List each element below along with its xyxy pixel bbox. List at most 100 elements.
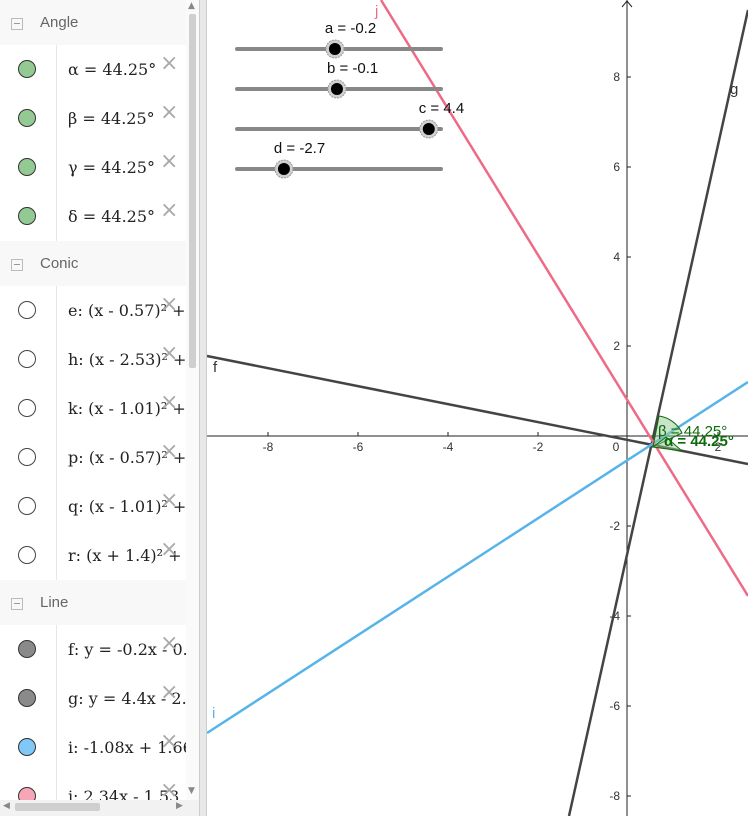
x-tick-label: -2 [533,440,544,454]
item-marble-column [56,192,57,241]
item-definition[interactable]: α = 44.25° [68,60,157,79]
item-marble-column [56,531,57,580]
slider-knob[interactable] [328,43,341,55]
scroll-right-arrow-icon[interactable]: ▶ [176,801,183,811]
slider-knob[interactable] [277,163,290,175]
y-tick-label: -2 [609,519,620,533]
delete-icon[interactable]: × [160,341,179,366]
slider[interactable]: b = -0.1 [235,60,443,99]
angle-markers: β = 44.25° α = 44.25° [651,415,734,452]
item-marble-column [56,94,57,143]
scroll-up-arrow-icon[interactable]: ▲ [188,1,195,11]
delete-icon[interactable]: × [160,149,179,174]
visibility-toggle-icon[interactable] [18,640,36,658]
slider-label: a = -0.2 [325,20,376,37]
item-marble-column [56,143,57,192]
algebra-item[interactable]: r: (x + 1.4)² + × [0,531,186,581]
algebra-item[interactable]: e: (x - 0.57)² + × [0,286,186,336]
delete-icon[interactable]: × [160,631,179,656]
visibility-toggle-icon[interactable] [18,60,36,78]
sliders: a = -0.2 b = -0.1 c = 4.4 d = -2.7 [235,20,464,179]
horizontal-scroll-thumb[interactable] [15,803,100,811]
angle-alpha-label: α = 44.25° [664,433,734,450]
item-definition[interactable]: f: y = -0.2x - 0. [68,640,186,659]
algebra-item[interactable]: α = 44.25° × [0,45,186,95]
item-definition[interactable]: γ = 44.25° [68,158,155,177]
item-marble-column [56,45,57,94]
delete-icon[interactable]: × [160,100,179,125]
visibility-toggle-icon[interactable] [18,109,36,127]
algebra-item[interactable]: β = 44.25° × [0,94,186,144]
visibility-toggle-icon[interactable] [18,546,36,564]
coordinate-axes: -8 -6 -4 -2 0 2 8 6 4 2 -2 -4 -6 -8 [207,0,748,816]
visibility-toggle-icon[interactable] [18,497,36,515]
visibility-toggle-icon[interactable] [18,448,36,466]
scroll-down-arrow-icon[interactable]: ▼ [188,786,195,796]
slider-knob[interactable] [422,123,435,135]
collapse-icon[interactable] [11,259,23,271]
item-marble-column [56,433,57,482]
slider[interactable]: c = 4.4 [235,100,464,139]
visibility-toggle-icon[interactable] [18,207,36,225]
line-g[interactable] [567,9,748,816]
line-g-label: g [730,81,738,98]
collapse-icon[interactable] [11,598,23,610]
delete-icon[interactable]: × [160,439,179,464]
delete-icon[interactable]: × [160,680,179,705]
delete-icon[interactable]: × [160,51,179,76]
item-definition[interactable]: p: (x - 0.57)² + [68,448,186,467]
slider-knob[interactable] [330,83,343,95]
item-definition[interactable]: e: (x - 0.57)² + [68,301,186,320]
y-tick-label: -4 [609,609,620,623]
vertical-scroll-thumb[interactable] [189,14,196,368]
angle-alpha-marker[interactable] [651,436,684,452]
delete-icon[interactable]: × [160,537,179,562]
algebra-item[interactable]: f: y = -0.2x - 0. × [0,625,186,675]
item-marble-column [56,384,57,433]
algebra-item[interactable]: q: (x - 1.01)² + × [0,482,186,532]
panel-divider[interactable] [199,0,207,816]
angle-beta-arc[interactable] [652,415,683,448]
visibility-toggle-icon[interactable] [18,158,36,176]
item-definition[interactable]: k: (x - 1.01)² + [68,399,186,418]
algebra-item[interactable]: k: (x - 1.01)² + × [0,384,186,434]
algebra-item[interactable]: γ = 44.25° × [0,143,186,193]
item-definition[interactable]: i: -1.08x + 1.66 [68,738,186,757]
visibility-toggle-icon[interactable] [18,301,36,319]
delete-icon[interactable]: × [160,292,179,317]
group-header-conic[interactable]: Conic [0,241,186,291]
algebra-item[interactable]: g: y = 4.4x - 2. × [0,674,186,724]
y-tick-label: 8 [613,70,620,84]
algebra-item[interactable]: h: (x - 2.53)² + × [0,335,186,385]
line-j[interactable] [379,0,748,597]
algebra-item[interactable]: p: (x - 0.57)² + × [0,433,186,483]
collapse-icon[interactable] [11,18,23,30]
item-definition[interactable]: q: (x - 1.01)² + [68,497,186,516]
x-tick-label: -4 [443,440,454,454]
visibility-toggle-icon[interactable] [18,399,36,417]
visibility-toggle-icon[interactable] [18,350,36,368]
delete-icon[interactable]: × [160,390,179,415]
group-header-line[interactable]: Line [0,580,186,630]
algebra-view: Angle α = 44.25° × β = 44.25° × γ = 44.25° × δ … [0,0,199,816]
item-definition[interactable]: g: y = 4.4x - 2. [68,689,186,708]
item-definition[interactable]: β = 44.25° [68,109,155,128]
item-marble-column [56,625,57,674]
item-definition[interactable]: δ = 44.25° [68,207,156,226]
slider[interactable]: a = -0.2 [235,20,443,59]
algebra-item[interactable]: δ = 44.25° × [0,192,186,242]
scroll-left-arrow-icon[interactable]: ◀ [3,801,10,811]
y-tick-label: -6 [609,699,620,713]
algebra-item[interactable]: i: -1.08x + 1.66 × [0,723,186,773]
delete-icon[interactable]: × [160,778,179,803]
delete-icon[interactable]: × [160,729,179,754]
item-definition[interactable]: r: (x + 1.4)² + [68,546,182,565]
item-definition[interactable]: h: (x - 2.53)² + [68,350,186,369]
delete-icon[interactable]: × [160,488,179,513]
slider[interactable]: d = -2.7 [235,140,443,179]
delete-icon[interactable]: × [160,198,179,223]
visibility-toggle-icon[interactable] [18,689,36,707]
visibility-toggle-icon[interactable] [18,738,36,756]
group-header-angle[interactable]: Angle [0,0,186,50]
